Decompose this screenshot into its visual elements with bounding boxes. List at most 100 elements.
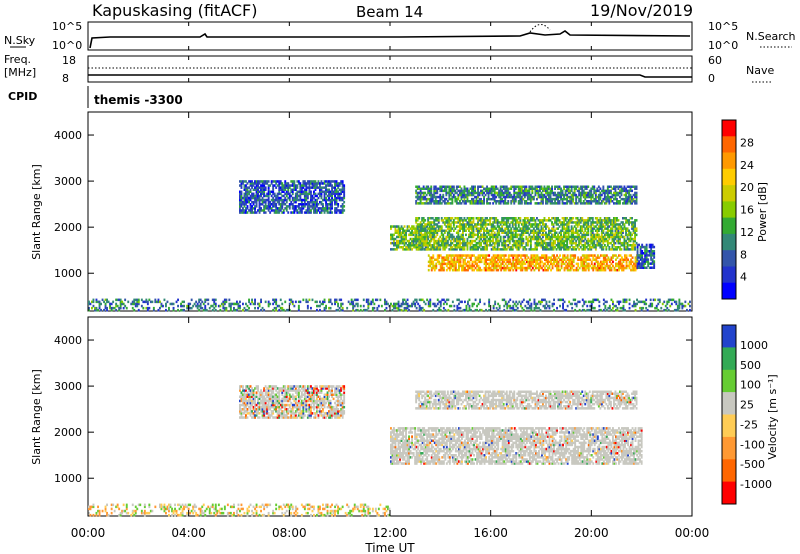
heatmap-cell (421, 248, 424, 251)
heatmap-cell (625, 193, 627, 197)
heatmap-cell (393, 237, 395, 241)
heatmap-cell (584, 235, 587, 239)
heatmap-cell (334, 194, 336, 198)
heatmap-cell (483, 254, 486, 257)
heatmap-cell (495, 266, 498, 270)
heatmap-cell (572, 197, 575, 201)
heatmap-cell (340, 298, 343, 302)
heatmap-cell (579, 237, 582, 241)
heatmap-cell (522, 231, 525, 234)
heatmap-cell (272, 186, 275, 189)
heatmap-cell (481, 221, 484, 224)
heatmap-cell (558, 239, 561, 243)
heatmap-cell (469, 246, 472, 249)
heatmap-cell (516, 219, 519, 222)
heatmap-cell (421, 195, 424, 199)
heatmap-cell (465, 244, 467, 247)
heatmap-cell (494, 260, 497, 264)
heatmap-cell (545, 258, 548, 261)
heatmap-cell (537, 223, 540, 226)
heatmap-cell (548, 237, 550, 241)
heatmap-cell (591, 219, 594, 222)
heatmap-cell (531, 262, 534, 266)
heatmap-cell (296, 180, 299, 183)
heatmap-cell (483, 187, 485, 190)
heatmap-cell (439, 225, 442, 228)
heatmap-cell (513, 266, 516, 270)
heatmap-cell (629, 237, 632, 241)
heatmap-cell (269, 203, 272, 206)
heatmap-cell (606, 239, 609, 243)
heatmap-cell (591, 246, 594, 249)
heatmap-cell (613, 223, 615, 226)
heatmap-cell (285, 209, 288, 212)
heatmap-cell (475, 241, 478, 245)
heatmap-cell (590, 189, 593, 193)
heatmap-cell (255, 188, 258, 191)
heatmap-cell (257, 192, 259, 196)
heatmap-cell (602, 197, 605, 201)
heatmap-cell (493, 191, 496, 195)
heatmap-cell (475, 197, 478, 201)
heatmap-cell (551, 233, 553, 237)
heatmap-cell (625, 197, 627, 201)
heatmap-cell (483, 268, 486, 272)
heatmap-cell (573, 191, 576, 195)
heatmap-cell (320, 211, 323, 214)
heatmap-cell (613, 248, 615, 251)
heatmap-cell (572, 239, 575, 243)
heatmap-cell (314, 203, 317, 206)
heatmap-cell (539, 256, 542, 259)
heatmap-cell (514, 225, 517, 228)
heatmap-cell (495, 233, 498, 237)
heatmap-cell (620, 189, 623, 193)
heatmap-cell (582, 219, 585, 222)
heatmap-cell (329, 207, 332, 210)
heatmap-cell (460, 217, 463, 220)
heatmap-cell (519, 254, 522, 257)
heatmap-cell (275, 198, 278, 202)
heatmap-cell (487, 195, 490, 199)
heatmap-cell (519, 268, 522, 272)
heatmap-cell (328, 196, 330, 200)
heatmap-cell (443, 187, 446, 190)
heatmap-cell (493, 241, 496, 245)
heatmap-cell (557, 244, 559, 247)
heatmap-cell (331, 302, 333, 306)
heatmap-cell (576, 223, 579, 226)
heatmap-cell (575, 217, 578, 220)
heatmap-cell (576, 217, 579, 220)
heatmap-cell (425, 248, 428, 251)
heatmap-cell (558, 219, 561, 222)
heatmap-cell (314, 194, 317, 198)
heatmap-cell (543, 229, 546, 232)
heatmap-cell (557, 185, 559, 188)
heatmap-cell (619, 235, 621, 239)
heatmap-cell (536, 235, 538, 239)
heatmap-cell (257, 182, 259, 185)
heatmap-cell (484, 241, 487, 245)
heatmap-cell (474, 258, 477, 261)
heatmap-cell (629, 217, 632, 220)
heatmap-cell (340, 211, 343, 214)
heatmap-cell (462, 246, 464, 249)
heatmap-cell (421, 246, 424, 249)
heatmap-cell (611, 237, 614, 241)
heatmap-cell (394, 237, 397, 241)
heatmap-cell (619, 189, 621, 193)
heatmap-cell (508, 229, 511, 232)
heatmap-cell (310, 200, 312, 204)
heatmap-cell (453, 264, 456, 268)
heatmap-cell (447, 254, 450, 257)
heatmap-cell (415, 221, 418, 224)
heatmap-cell (498, 202, 501, 205)
heatmap-cell (513, 262, 516, 266)
heatmap-cell (502, 217, 505, 220)
heatmap-cell (456, 254, 459, 257)
heatmap-cell (492, 262, 495, 266)
heatmap-cell (409, 231, 412, 234)
heatmap-cell (553, 262, 555, 266)
heatmap-cell (455, 239, 458, 243)
heatmap-cell (594, 193, 597, 197)
heatmap-cell (415, 225, 418, 228)
